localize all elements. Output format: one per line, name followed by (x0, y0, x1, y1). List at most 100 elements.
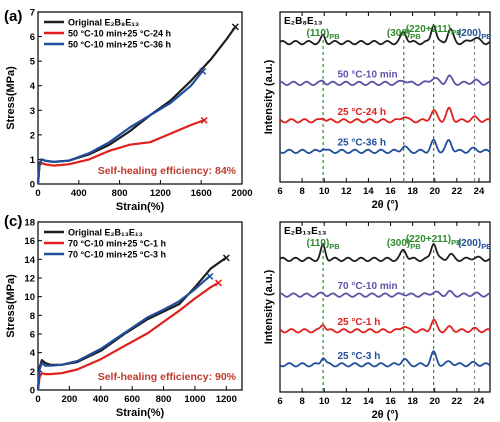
panel-c-stress: (c) 0 200 400 600 800 1000 1200 Strain(%) 0 2 4 6 8 10… (4, 213, 243, 419)
legend-entry-1: 70 °C-10 min+25 °C-1 h (68, 239, 166, 249)
break-marker-1: × (214, 275, 222, 291)
xrd-curve-0 (279, 242, 491, 263)
x-tick-label: 10 (319, 186, 330, 197)
break-marker-0: × (222, 249, 230, 265)
x-tick-label: 400 (93, 394, 109, 405)
legend-entry-0: Original E₂B₁₃E₁₃ (68, 228, 143, 238)
peak-label-subscript: PB (329, 242, 340, 251)
series-line-1 (36, 119, 205, 185)
legend-entry-1: 50 °C-10 min+25 °C-24 h (68, 29, 171, 39)
peak-label-subscript: PB (410, 32, 421, 41)
x-tick-label: 2000 (231, 188, 252, 199)
efficiency-annotation: Self-healing efficiency: 84% (98, 165, 237, 177)
x-tick-label: 16 (385, 186, 396, 197)
peak-label-3: (200)PE (458, 28, 491, 41)
series-line-1 (36, 281, 220, 391)
x-tick-label: 12 (341, 186, 352, 197)
y-tick-label: 1 (30, 155, 36, 166)
x-tick-label: 8 (299, 396, 304, 407)
peak-label-0: (110)PB (306, 238, 340, 251)
x-tick-label: 20 (429, 186, 440, 197)
x-tick-label: 0 (35, 188, 40, 199)
x-tick-label: 18 (407, 186, 418, 197)
curve-label-2: 25 °C-24 h (337, 107, 385, 118)
curve-label-3: 25 °C-3 h (337, 351, 380, 362)
series-line-2 (36, 70, 204, 185)
y-axis-label: Stress(MPa) (5, 274, 17, 338)
x-tick-label: 18 (407, 396, 418, 407)
x-tick-label: 8 (299, 186, 304, 197)
panel-c-xrd: 6 8 10 12 14 16 18 20 22 24 2θ (°) Intensity (a.u.)… (263, 221, 491, 421)
x-tick-label: 400 (71, 188, 87, 199)
x-tick-label: 1200 (150, 188, 171, 199)
plot-frame (279, 11, 491, 183)
peak-label-subscript: PB (451, 238, 462, 247)
peak-label-text: (300) (387, 28, 410, 39)
y-tick-label: 2 (30, 367, 35, 378)
x-tick-label: 6 (277, 396, 282, 407)
panel-label: (c) (4, 213, 22, 230)
y-tick-label: 8 (30, 311, 35, 322)
peak-label-3: (200)PE (458, 238, 491, 251)
plot-frame (37, 11, 243, 185)
series-line-2 (36, 275, 211, 391)
x-tick-label: 16 (385, 396, 396, 407)
break-marker-0: × (231, 19, 239, 35)
curve-label-3: 25 °C-36 h (337, 137, 385, 148)
y-tick-label: 6 (30, 32, 35, 43)
peak-label-0: (110)PB (306, 28, 340, 41)
x-tick-label: 800 (112, 188, 128, 199)
peak-label-1: (300)PB (387, 28, 421, 41)
y-tick-label: 7 (30, 8, 35, 19)
xrd-curve-2 (279, 318, 491, 334)
y-tick-label: 10 (24, 292, 35, 303)
x-tick-label: 200 (61, 394, 77, 405)
x-tick-label: 1600 (191, 188, 212, 199)
x-tick-label: 1200 (216, 394, 237, 405)
x-tick-label: 24 (474, 186, 485, 197)
peak-label-text: (200) (458, 28, 481, 39)
peak-label-subscript: PB (410, 242, 421, 251)
xrd-curve-3 (279, 138, 491, 155)
x-tick-label: 10 (319, 396, 330, 407)
peak-label-text: (220+211) (406, 24, 451, 35)
peak-label-2: (220+211)PB (406, 24, 462, 37)
sample-label: E₂B₈E₁₃ (284, 16, 323, 27)
x-tick-label: 800 (156, 394, 172, 405)
y-tick-label: 0 (30, 386, 35, 397)
y-tick-label: 16 (24, 236, 35, 247)
x-axis-label: Strain(%) (116, 407, 165, 419)
break-marker-1: × (200, 112, 208, 128)
y-axis-label: Intensity (a.u.) (263, 59, 275, 134)
y-tick-label: 5 (30, 57, 36, 68)
xrd-curve-3 (279, 349, 491, 368)
x-tick-label: 14 (363, 186, 374, 197)
peak-label-text: (110) (306, 238, 329, 249)
x-tick-label: 1000 (184, 394, 205, 405)
xrd-curve-0 (279, 23, 491, 46)
break-marker-2: × (199, 63, 207, 79)
y-tick-label: 14 (24, 255, 35, 266)
curve-label-1: 70 °C-10 min (337, 281, 397, 292)
efficiency-annotation: Self-healing efficiency: 90% (98, 371, 237, 383)
y-tick-label: 18 (24, 218, 35, 229)
peak-label-subscript: PE (481, 242, 491, 251)
y-tick-label: 4 (30, 81, 36, 92)
break-marker-2: × (206, 268, 214, 284)
peak-label-subscript: PE (481, 32, 491, 41)
curve-label-1: 50 °C-10 min (337, 69, 397, 80)
peak-label-2: (220+211)PB (406, 234, 462, 247)
y-tick-label: 0 (30, 180, 35, 191)
y-tick-label: 12 (24, 274, 35, 285)
xrd-curve-2 (279, 106, 491, 124)
panel-label: (a) (4, 8, 22, 25)
x-tick-label: 0 (35, 394, 40, 405)
y-axis-label: Intensity (a.u.) (263, 269, 275, 344)
x-tick-label: 20 (429, 396, 440, 407)
legend-entry-2: 50 °C-10 min+25 °C-36 h (68, 40, 171, 50)
x-tick-label: 22 (452, 396, 463, 407)
x-tick-label: 14 (363, 396, 374, 407)
x-tick-label: 24 (474, 396, 485, 407)
y-tick-label: 6 (30, 330, 35, 341)
